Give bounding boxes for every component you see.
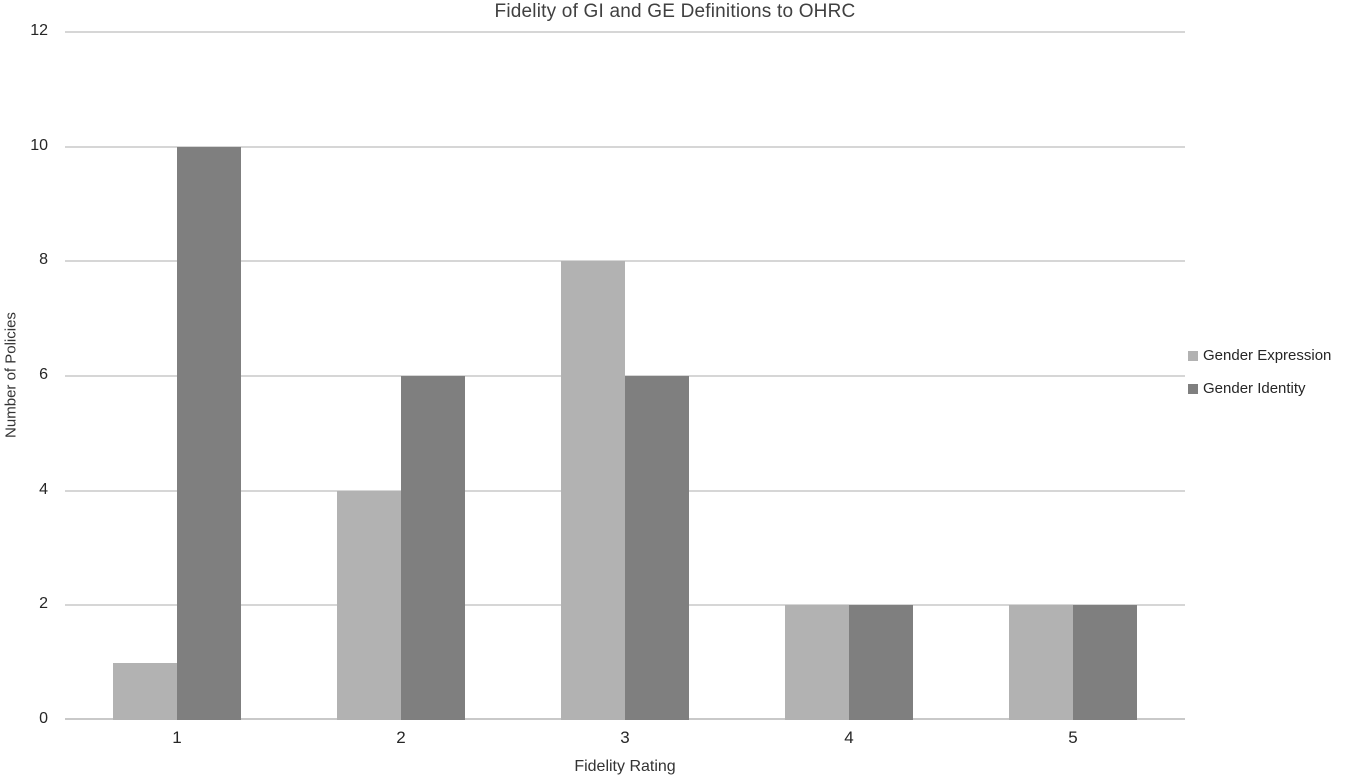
x-tick-label: 2 [396,728,406,747]
gridline [65,146,1185,148]
x-tick-label: 5 [1068,728,1078,747]
y-tick-label: 8 [39,251,48,269]
legend-swatch-icon [1188,350,1198,361]
plot-area [65,31,1185,720]
legend-item-gender-identity: Gender Identity [1188,378,1331,399]
bar-gender-expression-rating-5 [1009,605,1073,720]
bar-gender-expression-rating-1 [113,662,177,720]
y-tick-label: 6 [39,366,48,383]
bar-gender-identity-rating-5 [1073,605,1137,720]
y-tick-label: 10 [30,136,48,154]
gridline [65,31,1185,33]
chart-title: Fidelity of GI and GE Definitions to OHR… [494,1,856,22]
legend-swatch-icon [1188,383,1198,394]
bar-gender-identity-rating-4 [849,605,913,720]
x-axis-title: Fidelity Rating [574,758,676,775]
x-tick-label: 1 [172,728,182,747]
legend-label: Gender Identity [1203,380,1306,397]
y-tick-label: 12 [30,22,48,39]
x-tick-label: 4 [844,728,854,747]
y-tick-label: 2 [39,595,48,613]
bar-gender-identity-rating-3 [625,376,689,720]
chart-legend: Gender Expression Gender Identity [1188,345,1331,411]
bar-gender-expression-rating-4 [785,605,849,720]
legend-item-gender-expression: Gender Expression [1188,345,1331,366]
x-tick-label: 3 [620,728,630,747]
y-tick-label: 4 [39,480,48,498]
bar-gender-expression-rating-3 [561,261,625,720]
bar-gender-identity-rating-2 [401,376,465,720]
legend-label: Gender Expression [1203,347,1332,364]
bar-gender-identity-rating-1 [177,146,241,720]
gridline [65,260,1185,262]
y-tick-label: 0 [39,710,48,727]
bar-gender-expression-rating-2 [337,490,401,720]
